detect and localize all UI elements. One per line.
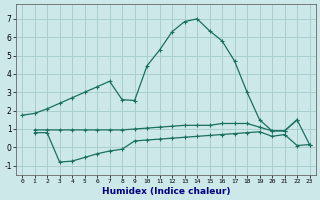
X-axis label: Humidex (Indice chaleur): Humidex (Indice chaleur) xyxy=(101,187,230,196)
